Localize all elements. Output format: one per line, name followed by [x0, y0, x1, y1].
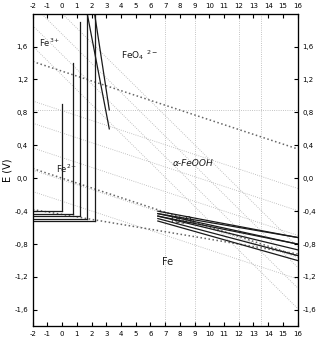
Y-axis label: E (V): E (V): [3, 158, 13, 182]
Text: FeO$_4$ $^{2-}$: FeO$_4$ $^{2-}$: [121, 49, 158, 63]
Text: Fe$^{3+}$: Fe$^{3+}$: [39, 36, 60, 49]
Text: Fe$^{2+}$: Fe$^{2+}$: [56, 162, 78, 174]
Text: Fe$_3$O$_4$: Fe$_3$O$_4$: [170, 215, 196, 227]
Text: Fe: Fe: [162, 257, 174, 267]
Text: α-FeOOH: α-FeOOH: [173, 159, 213, 168]
